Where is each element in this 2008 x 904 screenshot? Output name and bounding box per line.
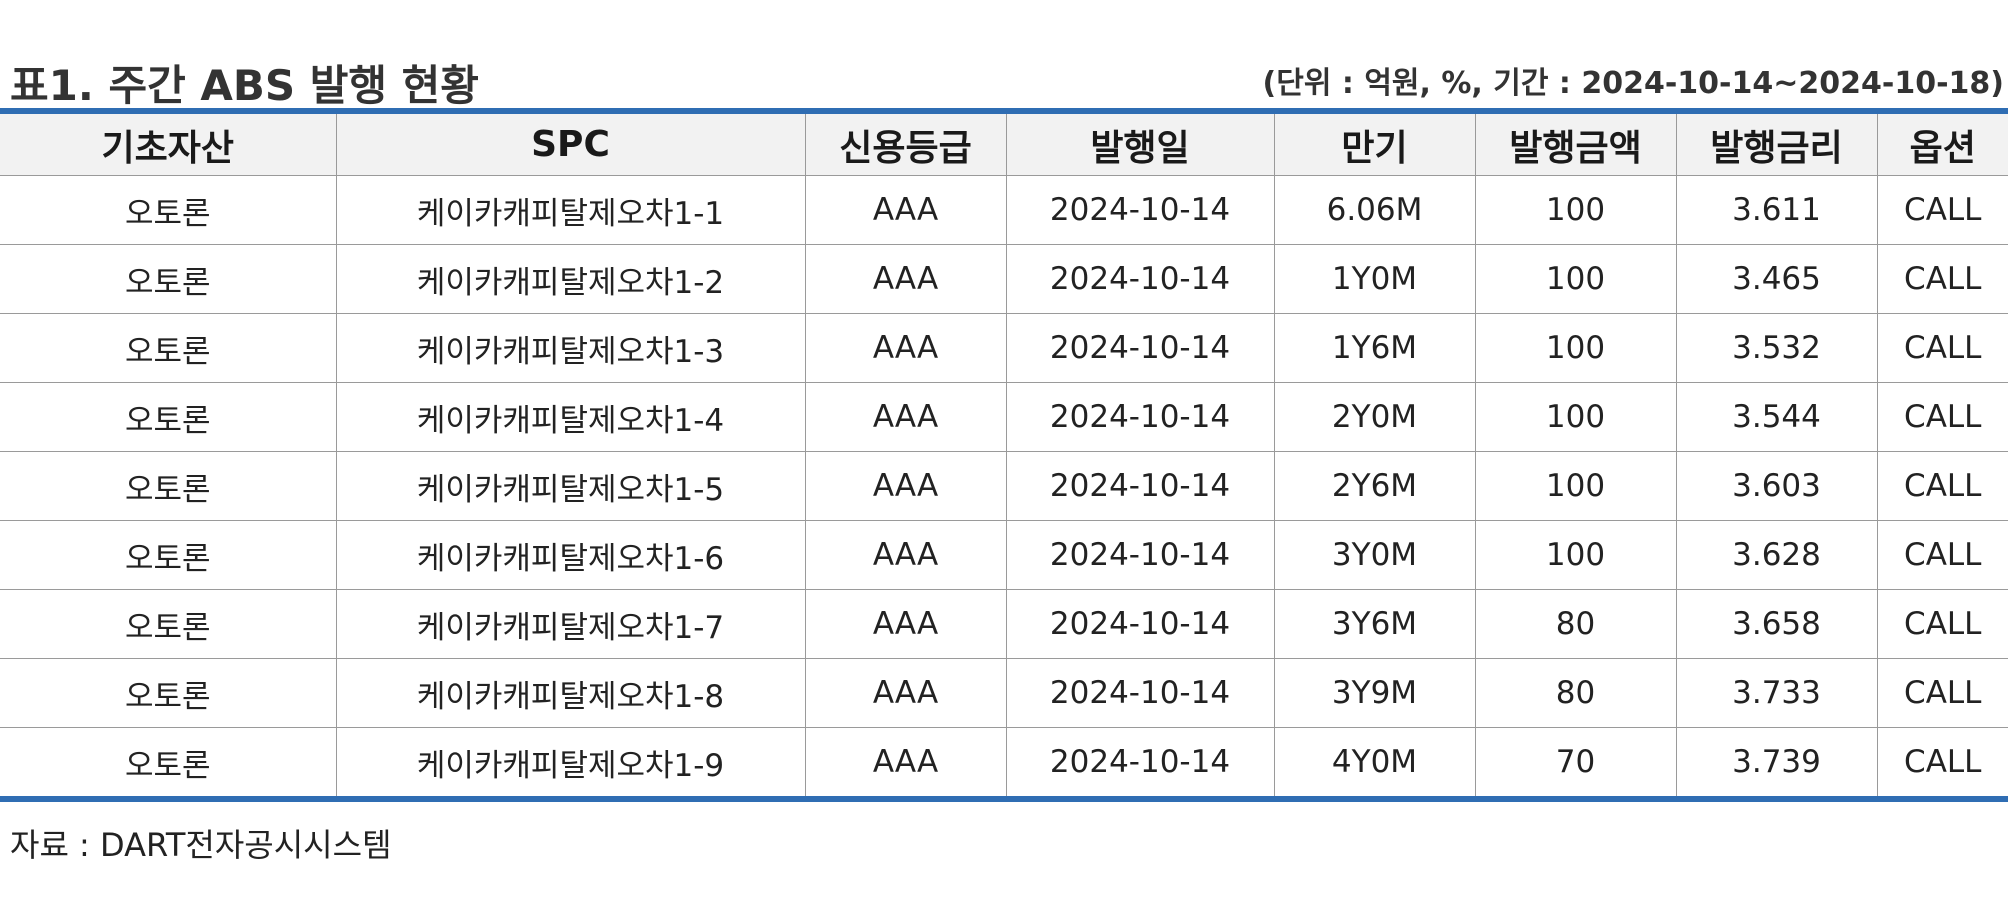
cell-issue-rate: 3.465 bbox=[1675, 244, 1877, 314]
header-row: 기초자산 SPC 신용등급 발행일 만기 발행금액 발행금리 옵션 bbox=[0, 114, 2008, 176]
cell-issue-date: 2024-10-14 bbox=[1005, 451, 1274, 521]
cell-spc: 케이카캐피탈제오차1-8 bbox=[335, 658, 805, 728]
cell-underlying-asset: 오토론 bbox=[0, 244, 336, 314]
unit-note: (단위 : 억원, %, 기간 : 2024-10-14~2024-10-18) bbox=[1262, 66, 2004, 101]
cell-issue-date: 2024-10-14 bbox=[1005, 175, 1274, 245]
cell-credit-rating: AAA bbox=[804, 244, 1006, 314]
cell-issue-amount: 100 bbox=[1474, 244, 1676, 314]
table-row: 오토론 케이카캐피탈제오차1-8 AAA 2024-10-14 3Y9M 80 3.733 C… bbox=[0, 658, 2008, 728]
cell-issue-date: 2024-10-14 bbox=[1005, 313, 1274, 383]
cell-maturity: 6.06M bbox=[1273, 175, 1475, 245]
cell-issue-date: 2024-10-14 bbox=[1005, 727, 1274, 796]
cell-maturity: 4Y0M bbox=[1273, 727, 1475, 796]
cell-issue-rate: 3.739 bbox=[1675, 727, 1877, 796]
cell-spc: 케이카캐피탈제오차1-9 bbox=[335, 727, 805, 796]
table-row: 오토론 케이카캐피탈제오차1-6 AAA 2024-10-14 3Y0M 100 3.628… bbox=[0, 520, 2008, 590]
cell-maturity: 1Y6M bbox=[1273, 313, 1475, 383]
cell-spc: 케이카캐피탈제오차1-7 bbox=[335, 589, 805, 659]
cell-credit-rating: AAA bbox=[804, 382, 1006, 452]
cell-underlying-asset: 오토론 bbox=[0, 451, 336, 521]
cell-spc: 케이카캐피탈제오차1-2 bbox=[335, 244, 805, 314]
cell-underlying-asset: 오토론 bbox=[124, 195, 211, 232]
cell-maturity: 2Y6M bbox=[1273, 451, 1475, 521]
cell-credit-rating: AAA bbox=[804, 451, 1006, 521]
cell-spc: 케이카캐피탈제오차1-5 bbox=[335, 451, 805, 521]
cell-option: CALL bbox=[1876, 727, 2008, 796]
cell-issue-amount: 100 bbox=[1474, 382, 1676, 452]
cell-option: CALL bbox=[1876, 244, 2008, 314]
header-issue-amount: 발행금액 bbox=[1474, 114, 1676, 176]
cell-credit-rating: AAA bbox=[804, 727, 1006, 796]
cell-issue-rate: 3.628 bbox=[1675, 520, 1877, 590]
cell-option: CALL bbox=[1876, 175, 2008, 245]
cell-issue-rate: 3.658 bbox=[1675, 589, 1877, 659]
table-row: 오토론 케이카캐피탈제오차1-5 AAA 2024-10-14 2Y6M 100 3.603… bbox=[0, 451, 2008, 521]
cell-issue-rate: 3.532 bbox=[1675, 313, 1877, 383]
data-table: 기초자산 SPC 신용등급 발행일 만기 발행금액 발행금리 옵션 오토론 케이카… bbox=[0, 114, 2008, 796]
header-maturity: 만기 bbox=[1273, 114, 1475, 176]
cell-option: CALL bbox=[1876, 589, 2008, 659]
cell-underlying-asset: 오토론 bbox=[0, 520, 336, 590]
cell-spc: 케이카캐피탈제오차1-3 bbox=[335, 313, 805, 383]
header-issue-rate: 발행금리 bbox=[1675, 114, 1877, 176]
cell-credit-rating: AAA bbox=[804, 658, 1006, 728]
cell-issue-amount: 100 bbox=[1474, 520, 1676, 590]
cell-issue-amount: 100 bbox=[1474, 313, 1676, 383]
table-body: 오토론 케이카캐피탈제오차1-1 AAA 2024-10-14 6.06M 100 3.61… bbox=[0, 175, 2008, 796]
cell-credit-rating: AAA bbox=[804, 520, 1006, 590]
cell-issue-amount: 80 bbox=[1474, 658, 1676, 728]
table-title: 표1. 주간 ABS 발행 현황 bbox=[10, 61, 479, 110]
table-row: 오토론 케이카캐피탈제오차1-1 AAA 2024-10-14 6.06M 100 3.61… bbox=[0, 175, 2008, 245]
table-row: 오토론 케이카캐피탈제오차1-2 AAA 2024-10-14 1Y0M 100 3.465… bbox=[0, 244, 2008, 314]
cell-spc: 케이카캐피탈제오차1-4 bbox=[335, 382, 805, 452]
cell-spc: 케이카캐피탈제오차1-1 bbox=[335, 175, 805, 245]
cell-credit-rating: AAA bbox=[804, 313, 1006, 383]
cell-maturity: 1Y0M bbox=[1273, 244, 1475, 314]
cell-maturity: 3Y9M bbox=[1273, 658, 1475, 728]
cell-option: CALL bbox=[1876, 520, 2008, 590]
cell-issue-rate: 3.611 bbox=[1675, 175, 1877, 245]
cell-credit-rating: AAA bbox=[804, 589, 1006, 659]
cell-underlying-asset: 오토론 bbox=[0, 727, 336, 796]
cell-option: CALL bbox=[1876, 658, 2008, 728]
cell-issue-date: 2024-10-14 bbox=[1005, 244, 1274, 314]
cell-underlying-asset: 오토론 bbox=[0, 589, 336, 659]
header-option: 옵션 bbox=[1876, 114, 2008, 176]
cell-issue-date: 2024-10-14 bbox=[1005, 520, 1274, 590]
cell-maturity: 3Y6M bbox=[1273, 589, 1475, 659]
cell-issue-amount: 100 bbox=[1474, 451, 1676, 521]
source-note: 자료 : DART전자공시시스템 bbox=[10, 826, 392, 864]
header-underlying-asset: 기초자산 bbox=[0, 114, 336, 176]
cell-issue-rate: 3.733 bbox=[1675, 658, 1877, 728]
cell-credit-rating: AAA bbox=[804, 175, 1006, 245]
cell-issue-amount: 100 bbox=[1474, 175, 1676, 245]
table-row: 오토론 케이카캐피탈제오차1-9 AAA 2024-10-14 4Y0M 70 3.739 C… bbox=[0, 727, 2008, 796]
table-row: 오토론 케이카캐피탈제오차1-3 AAA 2024-10-14 1Y6M 100 3.532… bbox=[0, 313, 2008, 383]
cell-issue-date: 2024-10-14 bbox=[1005, 658, 1274, 728]
cell-issue-rate: 3.544 bbox=[1675, 382, 1877, 452]
cell-issue-rate: 3.603 bbox=[1675, 451, 1877, 521]
abs-issuance-table: 기초자산 SPC 신용등급 발행일 만기 발행금액 발행금리 옵션 오토론 케이카… bbox=[0, 108, 2008, 802]
cell-underlying-asset: 오토론 bbox=[0, 313, 336, 383]
cell-maturity: 3Y0M bbox=[1273, 520, 1475, 590]
header-issue-date: 발행일 bbox=[1005, 114, 1274, 176]
cell-option: CALL bbox=[1876, 313, 2008, 383]
cell-issue-date: 2024-10-14 bbox=[1005, 382, 1274, 452]
table-row: 오토론 케이카캐피탈제오차1-4 AAA 2024-10-14 2Y0M 100 3.544… bbox=[0, 382, 2008, 452]
table-row: 오토론 케이카캐피탈제오차1-7 AAA 2024-10-14 3Y6M 80 3.658 C… bbox=[0, 589, 2008, 659]
cell-maturity: 2Y0M bbox=[1273, 382, 1475, 452]
header-credit-rating: 신용등급 bbox=[804, 114, 1006, 176]
cell-issue-date: 2024-10-14 bbox=[1005, 589, 1274, 659]
cell-spc: 케이카캐피탈제오차1-6 bbox=[335, 520, 805, 590]
cell-underlying-asset: 오토론 bbox=[0, 658, 336, 728]
header-spc: SPC bbox=[335, 114, 805, 176]
cell-option: CALL bbox=[1876, 451, 2008, 521]
cell-underlying-asset: 오토론 bbox=[0, 382, 336, 452]
cell-option: CALL bbox=[1876, 382, 2008, 452]
cell-issue-amount: 70 bbox=[1474, 727, 1676, 796]
cell-issue-amount: 80 bbox=[1474, 589, 1676, 659]
